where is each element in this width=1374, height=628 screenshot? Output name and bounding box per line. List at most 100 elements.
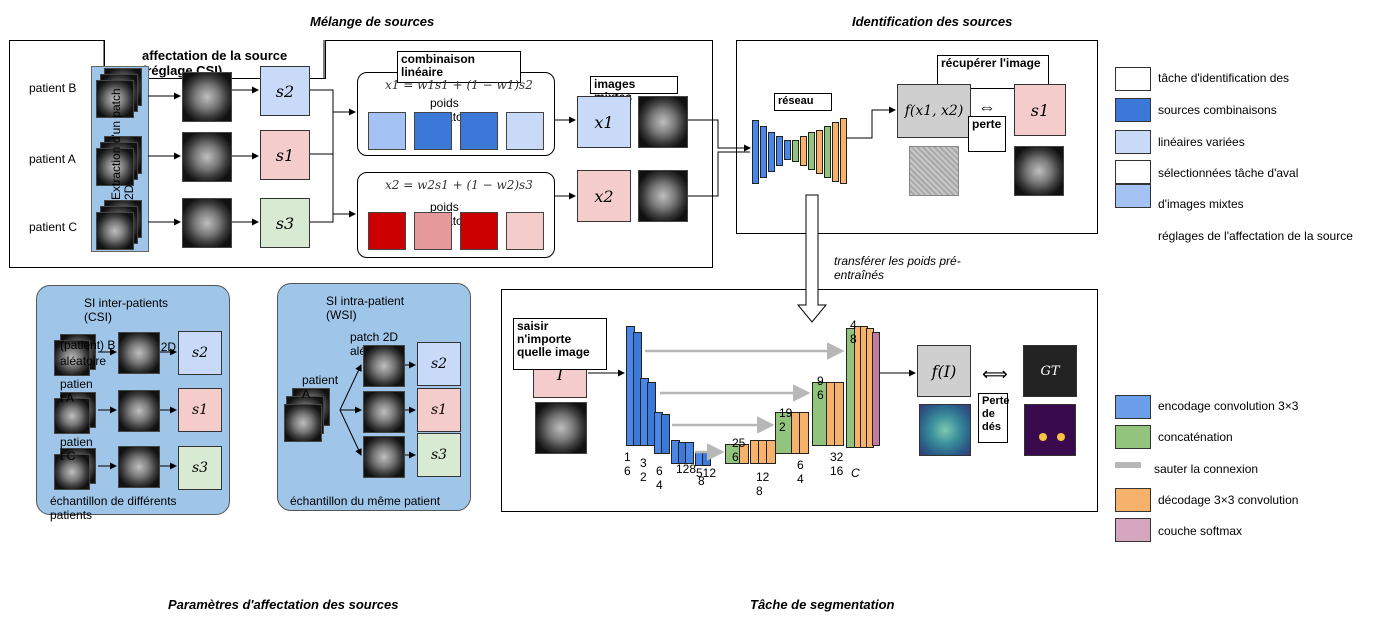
legend-swatch-concat <box>1115 425 1151 449</box>
legend-bottom-0: encodage convolution 3×3 <box>1158 399 1299 413</box>
mixed-image-2 <box>638 170 688 222</box>
net-bar-11 <box>832 122 839 182</box>
csi-s1-box: s1 <box>178 388 222 432</box>
wsi-patch-1 <box>363 345 405 387</box>
arrow-s3-comb <box>310 214 334 223</box>
csi-random: aléatoire <box>60 354 107 368</box>
net-bar-8 <box>808 132 815 170</box>
patient-b-label: patient B <box>29 81 77 95</box>
section-title-segmentation: Tâche de segmentation <box>750 597 895 612</box>
patch-a <box>182 132 232 182</box>
csi-stack-b <box>54 340 90 376</box>
wsi-footer: échantillon du même patient <box>290 494 441 508</box>
wsi-s2-box: s2 <box>417 342 461 386</box>
gt-box: GT <box>1023 345 1077 397</box>
ch-192: 19 2 <box>779 406 793 434</box>
ch-C: C <box>851 466 860 480</box>
weight-square-6 <box>414 212 452 250</box>
weight-square-3 <box>460 112 498 150</box>
wsi-s1-box: s1 <box>417 388 461 432</box>
loss-label: perte <box>968 116 1006 152</box>
arrow-s2-comb <box>310 89 356 116</box>
section-title-sa-params: Paramètres d'affectation des sources <box>168 597 399 612</box>
net-bar-6 <box>792 140 799 162</box>
ch-512: 512 <box>696 466 717 480</box>
net-bar-10 <box>824 126 831 178</box>
wsi-arrow-1 <box>339 364 362 411</box>
csi-footer: échantillon de différents patients <box>50 494 177 522</box>
legend-top-0: tâche d'identification des <box>1158 71 1290 85</box>
patient-a-label: patient A <box>29 152 76 166</box>
arrow-x1-net <box>688 119 751 152</box>
ch-3216: 32 16 <box>830 450 844 478</box>
target-image <box>1014 146 1064 196</box>
weight-square-4 <box>506 112 544 150</box>
net-bar-1 <box>752 120 759 184</box>
double-arrow-icon: ⇔ <box>978 97 996 117</box>
mixed-image-1 <box>638 96 688 148</box>
f-x-box: f(x1, x2) <box>897 84 971 138</box>
wsi-stack <box>284 404 322 442</box>
recover-image-label: récupérer l'image <box>937 55 1049 89</box>
net-bar-2 <box>760 126 767 178</box>
patch-b <box>182 72 232 122</box>
legend-skip-arrow-icon <box>1115 462 1141 468</box>
ch-64b: 6 4 <box>797 458 804 486</box>
legend-bottom-1: concaténation <box>1158 430 1233 444</box>
ch-256: 25 6 <box>732 436 746 464</box>
ch-16: 1 6 <box>624 450 631 478</box>
dice-loss-label: Perte de dés <box>978 393 1010 443</box>
transfer-weights-label: transférer les poids pré-entraînés <box>834 254 961 282</box>
csi-patch-a <box>118 390 160 432</box>
recovered-noise-image <box>909 146 959 196</box>
legend-swatch-encoder <box>1115 395 1151 419</box>
formula-1: x1 = w1s1 + (1 − w1)s2 <box>385 78 533 92</box>
wsi-patient: patient A <box>302 373 339 401</box>
unet-enc-3b <box>661 414 670 454</box>
wsi-arrow-3 <box>339 409 362 456</box>
ch-8: 8 <box>698 474 705 488</box>
legend-top-5: réglages de l'affectation de la source <box>1158 229 1353 243</box>
legend-swatch-mid-blue <box>1115 184 1151 208</box>
weight-square-7 <box>460 212 498 250</box>
legend-swatch-softmax <box>1115 518 1151 542</box>
section-title-source-identification: Identification des sources <box>852 14 1013 29</box>
unet-softmax <box>872 332 880 446</box>
legend-bottom-3: décodage 3×3 convolution <box>1158 493 1299 507</box>
csi-title: SI inter-patients (CSI) <box>84 296 169 324</box>
csi-patch-b <box>118 332 160 374</box>
ch-48: 4 8 <box>850 318 857 346</box>
weight-square-2 <box>414 112 452 150</box>
ch-96: 9 6 <box>817 374 824 402</box>
csi-patch-c <box>118 446 160 488</box>
formula-2: x2 = w2s1 + (1 − w2)s3 <box>385 178 533 192</box>
ch-128: 128 <box>676 462 697 476</box>
loss-double-arrow-icon: ⟺ <box>982 364 1008 384</box>
legend-swatch-decoder <box>1115 488 1151 512</box>
wsi-patch-3 <box>363 436 405 478</box>
arrow-s1-comb1 <box>310 112 334 155</box>
csi-stack-c <box>54 454 90 490</box>
target-s1-box: s1 <box>1014 84 1066 136</box>
arrow-s1-comb2 <box>310 153 356 218</box>
input-any-label: saisir n'importe quelle image <box>513 318 607 370</box>
weight-square-8 <box>506 212 544 250</box>
legend-bottom-2: sauter la connexion <box>1154 462 1259 476</box>
net-bar-12 <box>840 118 847 184</box>
unet-dec-1a <box>739 444 749 464</box>
wsi-s3-box: s3 <box>417 433 461 477</box>
mri-stack-b <box>96 80 134 118</box>
csi-patient-c: patien t C <box>60 435 93 463</box>
csi-patient-b: (patient) B <box>60 338 116 352</box>
legend-swatch-light-blue <box>1115 130 1151 154</box>
mri-stack-c <box>96 212 134 250</box>
source-s2-box: s2 <box>260 66 310 116</box>
linear-combination-label: combinaison linéaire <box>397 51 521 83</box>
prediction-image <box>919 404 971 456</box>
source-s3-box: s3 <box>260 198 310 248</box>
legend-swatch-dark-blue <box>1115 98 1151 122</box>
ch-64: 6 4 <box>656 464 663 492</box>
legend-top-4: d'images mixtes <box>1158 197 1244 211</box>
csi-s2-box: s2 <box>178 331 222 375</box>
